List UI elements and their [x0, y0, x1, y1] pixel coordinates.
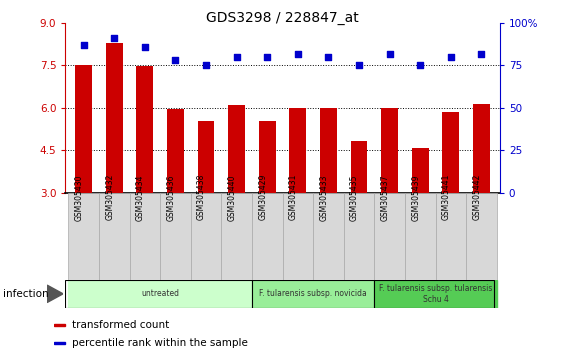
- Bar: [136, 66, 153, 193]
- Text: transformed count: transformed count: [72, 320, 169, 330]
- Bar: [259, 121, 275, 193]
- FancyBboxPatch shape: [68, 193, 99, 280]
- Bar: [54, 324, 65, 326]
- Text: GSM305442: GSM305442: [473, 174, 482, 221]
- Text: GSM305438: GSM305438: [197, 174, 206, 221]
- Point: [202, 63, 211, 68]
- Bar: [68, 280, 252, 308]
- Text: infection: infection: [3, 289, 48, 299]
- Point: [140, 44, 149, 50]
- FancyBboxPatch shape: [283, 193, 313, 280]
- Text: GDS3298 / 228847_at: GDS3298 / 228847_at: [206, 11, 359, 25]
- Point: [110, 35, 119, 41]
- Bar: [106, 43, 123, 193]
- Bar: [290, 108, 306, 193]
- FancyBboxPatch shape: [436, 193, 466, 280]
- Bar: [350, 141, 367, 193]
- Point: [263, 54, 272, 60]
- Bar: [228, 105, 245, 193]
- Point: [293, 51, 302, 56]
- Text: GSM305439: GSM305439: [411, 174, 420, 221]
- Text: GSM305437: GSM305437: [381, 174, 390, 221]
- Text: untreated: untreated: [141, 289, 179, 298]
- Bar: [442, 112, 460, 193]
- Point: [79, 42, 88, 48]
- Bar: [320, 108, 337, 193]
- Point: [477, 51, 486, 56]
- Text: GSM305433: GSM305433: [319, 174, 328, 221]
- FancyBboxPatch shape: [313, 193, 344, 280]
- Point: [385, 51, 394, 56]
- Bar: [412, 148, 429, 193]
- Bar: [374, 280, 497, 308]
- Bar: [381, 108, 398, 193]
- Text: GSM305430: GSM305430: [74, 174, 83, 221]
- FancyBboxPatch shape: [99, 193, 130, 280]
- Bar: [167, 109, 184, 193]
- Point: [324, 54, 333, 60]
- Bar: [54, 342, 65, 343]
- FancyBboxPatch shape: [405, 193, 436, 280]
- FancyBboxPatch shape: [344, 193, 374, 280]
- Point: [354, 63, 364, 68]
- Bar: [252, 280, 374, 308]
- Text: GSM305441: GSM305441: [442, 174, 451, 221]
- Bar: [198, 121, 215, 193]
- Text: GSM305429: GSM305429: [258, 174, 268, 221]
- FancyBboxPatch shape: [222, 193, 252, 280]
- Point: [232, 54, 241, 60]
- Bar: [76, 65, 92, 193]
- Point: [171, 58, 180, 63]
- Text: GSM305432: GSM305432: [105, 174, 114, 221]
- Point: [446, 54, 456, 60]
- Text: GSM305440: GSM305440: [228, 174, 237, 221]
- Text: percentile rank within the sample: percentile rank within the sample: [72, 338, 248, 348]
- Text: F. tularensis subsp. novicida: F. tularensis subsp. novicida: [260, 289, 367, 298]
- FancyBboxPatch shape: [191, 193, 222, 280]
- Point: [416, 63, 425, 68]
- FancyBboxPatch shape: [252, 193, 283, 280]
- FancyBboxPatch shape: [466, 193, 497, 280]
- Text: GSM305434: GSM305434: [136, 174, 145, 221]
- Text: GSM305431: GSM305431: [289, 174, 298, 221]
- FancyBboxPatch shape: [130, 193, 160, 280]
- FancyBboxPatch shape: [374, 193, 405, 280]
- Polygon shape: [47, 285, 63, 302]
- Bar: [473, 104, 490, 193]
- Text: GSM305436: GSM305436: [166, 174, 176, 221]
- Text: GSM305435: GSM305435: [350, 174, 359, 221]
- FancyBboxPatch shape: [160, 193, 191, 280]
- Text: F. tularensis subsp. tularensis
Schu 4: F. tularensis subsp. tularensis Schu 4: [379, 284, 492, 303]
